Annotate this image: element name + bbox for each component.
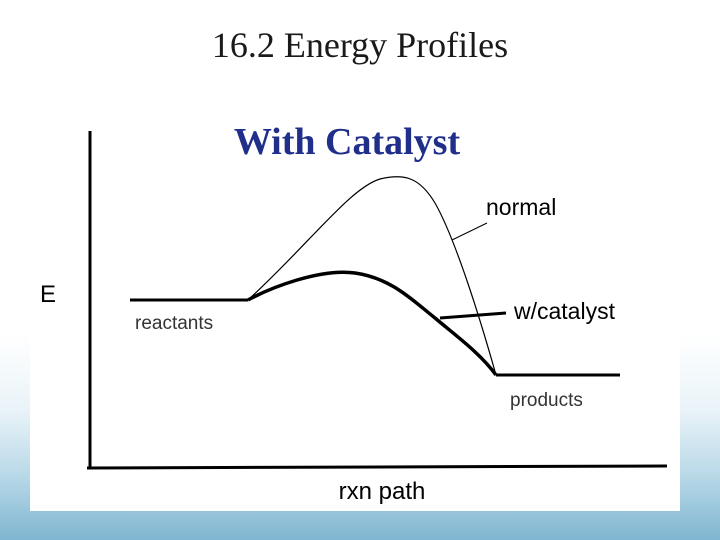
normal-curve xyxy=(247,176,497,376)
products-label: products xyxy=(510,390,583,411)
catalyst-curve xyxy=(247,270,498,377)
y-axis-label: E xyxy=(40,281,56,308)
normal-leader-line xyxy=(451,222,488,241)
x-axis xyxy=(86,464,668,470)
x-axis-label: rxn path xyxy=(339,478,426,505)
catalyst-leader-line xyxy=(439,311,507,320)
reactants-label: reactants xyxy=(135,313,213,334)
energy-profile-diagram: With Catalyst E rxn path reactants produ… xyxy=(30,113,680,511)
normal-label: normal xyxy=(486,194,556,220)
catalyst-label: w/catalyst xyxy=(513,298,616,324)
slide-title: 16.2 Energy Profiles xyxy=(211,25,509,65)
diagram-heading: With Catalyst xyxy=(234,121,461,163)
